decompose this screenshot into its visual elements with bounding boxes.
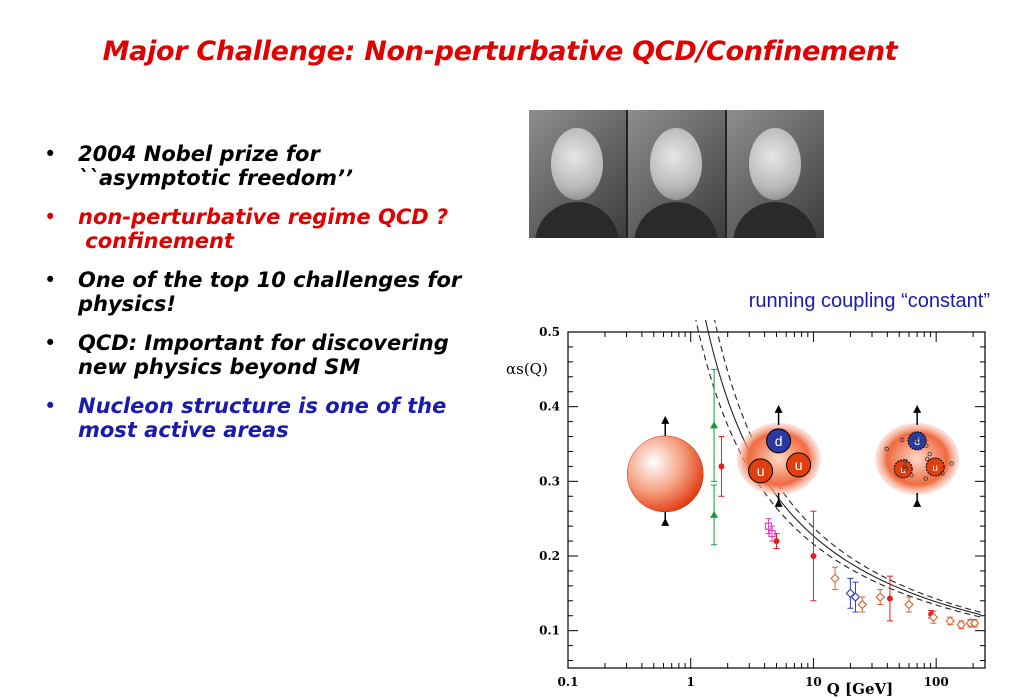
bullet-line: physics! xyxy=(78,292,176,316)
y-tick-label: 0.3 xyxy=(539,474,560,488)
bullet-line: new physics beyond SM xyxy=(78,355,361,379)
x-tick-label: 100 xyxy=(924,675,949,689)
x-tick-label: 1 xyxy=(687,675,695,689)
bullet-dot: • xyxy=(44,142,57,166)
portrait-photo xyxy=(727,110,824,238)
data-points xyxy=(710,368,980,630)
chart-caption: running coupling “constant” xyxy=(748,290,990,312)
data-point xyxy=(710,421,719,429)
quark-circle xyxy=(748,458,774,484)
uniform-nucleon-sphere xyxy=(626,435,704,513)
bullet-line: confinement xyxy=(78,229,234,253)
bullet-dot: • xyxy=(44,331,57,355)
quark-circle xyxy=(907,431,927,451)
y-tick-label: 0.1 xyxy=(539,624,560,638)
data-point xyxy=(773,538,780,545)
data-point xyxy=(875,592,885,602)
nucleon-insets: du u u ud xyxy=(626,404,960,526)
bullet-item: • non-perturbative regime QCD ? confinem… xyxy=(40,205,500,253)
quark-label: u xyxy=(795,457,803,473)
bullet-item: • QCD: Important for discovering new phy… xyxy=(40,331,500,379)
bullet-dot: • xyxy=(44,268,57,292)
quark-circle xyxy=(786,452,812,478)
bullet-line: ``asymptotic freedom’’ xyxy=(78,166,354,190)
data-point xyxy=(810,553,817,559)
x-axis-label: Q [GeV] xyxy=(827,680,893,698)
plot-frame xyxy=(567,331,986,669)
sea-parton xyxy=(923,476,928,481)
data-point xyxy=(969,618,980,628)
bullet-line: QCD: Important for discovering xyxy=(78,331,449,355)
plot-border xyxy=(567,331,986,669)
bullet-line: Nucleon structure is one of the xyxy=(78,394,447,418)
portrait-photo xyxy=(529,110,626,238)
spin-arrow-head xyxy=(913,498,922,507)
sea-parton xyxy=(949,461,954,466)
quark-label: u xyxy=(900,465,906,476)
sea-parton xyxy=(927,451,932,457)
data-point xyxy=(886,595,893,602)
data-point xyxy=(904,599,914,610)
sea-parton xyxy=(940,471,945,476)
data-point xyxy=(718,463,725,470)
sea-parton xyxy=(924,456,930,462)
y-tick-label: 0.5 xyxy=(539,325,560,339)
data-point xyxy=(710,510,719,518)
quark-label: d xyxy=(775,433,783,449)
spin-arrow-head xyxy=(661,517,670,526)
bullet-line: most active areas xyxy=(78,418,289,442)
data-point xyxy=(845,588,856,599)
spin-arrow-head xyxy=(774,404,783,413)
bullet-line: One of the top 10 challenges for xyxy=(78,268,462,292)
data-point xyxy=(857,599,868,610)
sea-parton xyxy=(909,472,914,478)
x-tick-label: 10 xyxy=(805,675,822,689)
laureate-photos xyxy=(529,110,824,238)
quark-circle xyxy=(766,428,792,454)
quark-circle xyxy=(925,457,945,477)
bullet-line: 2004 Nobel prize for xyxy=(78,142,320,166)
sea-parton xyxy=(912,437,917,443)
bullet-item: • Nucleon structure is one of the most a… xyxy=(40,394,500,442)
quark-label: u xyxy=(932,463,938,474)
y-tick-label: 0.4 xyxy=(539,400,560,414)
bullet-dot: • xyxy=(44,205,57,229)
nucleon-cloud xyxy=(875,422,960,495)
spin-arrow-head xyxy=(774,498,783,507)
bullet-item: • One of the top 10 challenges for physi… xyxy=(40,268,500,316)
x-tick-label: 0.1 xyxy=(558,675,579,689)
data-point xyxy=(850,592,861,602)
data-point xyxy=(945,616,955,626)
sea-parton xyxy=(903,466,909,472)
bullet-item: • 2004 Nobel prize for ``asymptotic free… xyxy=(40,142,500,190)
data-point xyxy=(928,612,939,623)
sea-parton xyxy=(902,464,907,470)
data-point xyxy=(956,619,966,630)
y-axis-label: αs(Q) xyxy=(506,360,548,378)
sea-parton xyxy=(924,443,929,448)
spin-arrow-head xyxy=(661,415,670,424)
bullet-list: • 2004 Nobel prize for ``asymptotic free… xyxy=(40,142,500,457)
y-tick-label: 0.2 xyxy=(539,549,560,563)
sea-parton xyxy=(900,437,905,443)
axis-labels: 0.1 1 10 100 0.1 0.2 0.3 0.4 0.5 Q [GeV] αs(Q) xyxy=(506,325,949,698)
portrait-photo xyxy=(628,110,725,238)
sea-parton xyxy=(884,446,889,452)
quark-circle xyxy=(893,459,913,479)
bullet-line: non-perturbative regime QCD ? xyxy=(78,205,449,229)
sea-parton xyxy=(903,458,908,464)
sea-parton xyxy=(916,438,921,443)
quark-label: d xyxy=(914,437,920,448)
quark-label: u xyxy=(757,463,765,479)
spin-arrow-head xyxy=(913,404,922,413)
slide-title: Major Challenge: Non-perturbative QCD/Co… xyxy=(102,36,898,67)
data-point xyxy=(830,573,840,584)
bullet-dot: • xyxy=(44,394,57,418)
